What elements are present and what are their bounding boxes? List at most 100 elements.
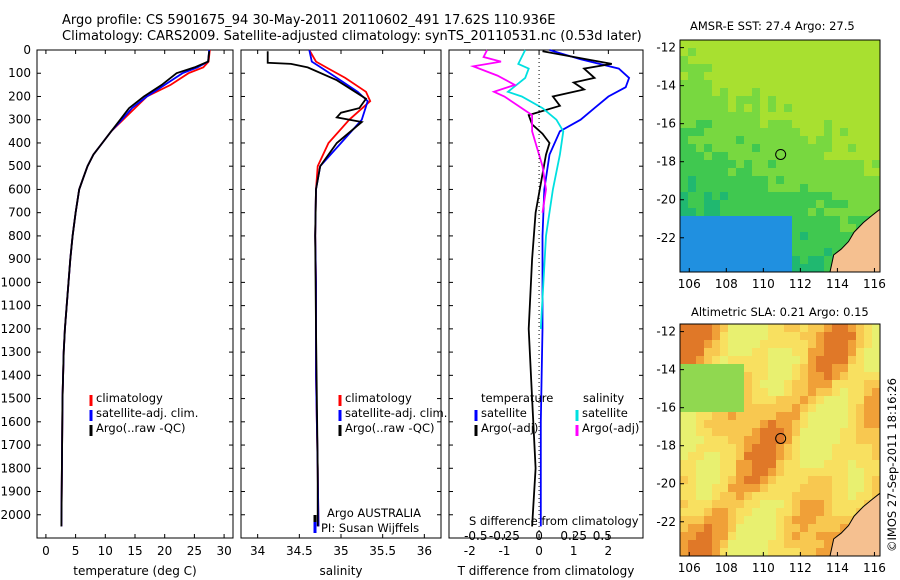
map-cell (680, 264, 688, 272)
map-cell (872, 412, 880, 420)
map-cell (808, 364, 816, 372)
map-cell (728, 540, 736, 548)
map-cell (872, 332, 880, 340)
map-cell (696, 500, 704, 508)
map-cell (736, 72, 744, 80)
map-cell (736, 48, 744, 56)
map-cell (704, 72, 712, 80)
map-cell (832, 484, 840, 492)
map-cell (792, 380, 800, 388)
y-tick-label: 0 (23, 43, 31, 57)
map-cell (856, 372, 864, 380)
map-cell (768, 476, 776, 484)
map-cell (688, 516, 696, 524)
map-cell (768, 452, 776, 460)
map-cell (760, 412, 768, 420)
map-cell (688, 436, 696, 444)
map-cell (824, 444, 832, 452)
map-cell (792, 460, 800, 468)
map-cell (832, 412, 840, 420)
map-cell (816, 452, 824, 460)
map-cell (776, 48, 784, 56)
map-frame (679, 39, 881, 273)
map-cell (816, 548, 824, 556)
map-cell (816, 72, 824, 80)
map-cell (744, 216, 752, 224)
map-cell (832, 428, 840, 436)
map-cell (808, 240, 816, 248)
map-cell (752, 120, 760, 128)
map-cell (736, 264, 744, 272)
map-cell (848, 340, 856, 348)
map-cell (736, 224, 744, 232)
map-cell (864, 136, 872, 144)
map-cell (848, 388, 856, 396)
map-cell (688, 468, 696, 476)
map-cell (840, 444, 848, 452)
map-cell (832, 452, 840, 460)
map-cell (808, 436, 816, 444)
map-cell (784, 428, 792, 436)
map-cell (808, 372, 816, 380)
map-cell (712, 104, 720, 112)
map-cell (728, 444, 736, 452)
map-cell (840, 240, 848, 248)
map-cell (720, 96, 728, 104)
x-tick-label: 1 (570, 544, 578, 558)
map-cell (720, 476, 728, 484)
map-cell (800, 264, 808, 272)
map-cell (800, 208, 808, 216)
map-cell (864, 364, 872, 372)
map-cell (848, 208, 856, 216)
map-cell (752, 468, 760, 476)
map-cell (872, 340, 880, 348)
map-cell (704, 48, 712, 56)
map-cell (816, 508, 824, 516)
map-cell (744, 340, 752, 348)
map-cell (848, 436, 856, 444)
map-cell (768, 444, 776, 452)
map-cell (744, 364, 752, 372)
map-cell (680, 540, 688, 548)
map-cell (824, 540, 832, 548)
map-cell (728, 396, 736, 404)
map-cell (824, 508, 832, 516)
map-cell (680, 452, 688, 460)
map-cell (840, 200, 848, 208)
map-cell (784, 128, 792, 136)
map-cell (680, 248, 688, 256)
map-cell (736, 348, 744, 356)
map-cell (816, 104, 824, 112)
map-cell (736, 476, 744, 484)
map-cell (792, 64, 800, 72)
map-cell (720, 168, 728, 176)
map-cell (728, 508, 736, 516)
map-cell (744, 508, 752, 516)
map-cell (688, 96, 696, 104)
x-tick-label: 0 (535, 544, 543, 558)
map-cell (688, 404, 696, 412)
map-cell (808, 184, 816, 192)
map-cell (688, 380, 696, 388)
x-tick-label: 112 (789, 561, 812, 575)
map-cell (832, 208, 840, 216)
map-cell (688, 420, 696, 428)
map-cell (728, 88, 736, 96)
map-cell (704, 64, 712, 72)
map-cell (848, 500, 856, 508)
map-cell (848, 364, 856, 372)
difference-panel: -2 -1 0 1 2 T difference from climatology -0.5… (448, 49, 644, 578)
map-cell (816, 428, 824, 436)
map-cell (832, 460, 840, 468)
map-cell (680, 380, 688, 388)
map-cell (824, 72, 832, 80)
map-cell (680, 412, 688, 420)
map-cell (712, 468, 720, 476)
map-cell (720, 372, 728, 380)
map-cell (696, 96, 704, 104)
map-cell (744, 48, 752, 56)
map-cell (696, 436, 704, 444)
map-cell (784, 184, 792, 192)
map-cell (784, 436, 792, 444)
map-cell (728, 388, 736, 396)
